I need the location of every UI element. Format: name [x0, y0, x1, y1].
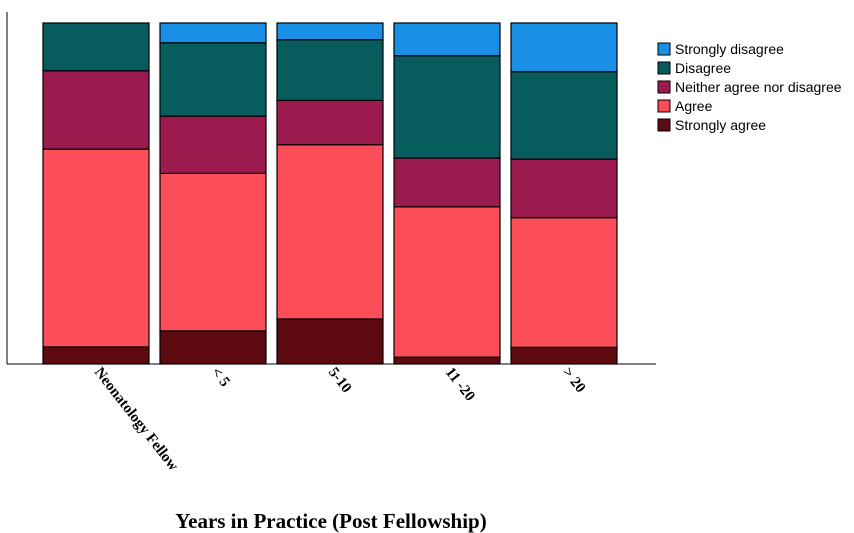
legend-swatch [657, 80, 671, 94]
bar-segment-agree-3 [393, 206, 501, 358]
bar-segment-disagree-0 [42, 22, 150, 72]
bar-segment-neither-agree-nor-disagree-1 [159, 115, 267, 174]
legend: Strongly disagree Disagree Neither agree n… [657, 41, 842, 133]
x-tick-label: < 5 [208, 365, 233, 390]
bar-segment-disagree-4 [510, 71, 618, 160]
x-tick-label: 11 -20 [442, 365, 478, 405]
bar-segment-strongly-agree-1 [159, 330, 267, 365]
x-tick-label: Neonatology Fellow [91, 365, 181, 474]
bar-segment-strongly-disagree-2 [276, 22, 384, 41]
legend-swatch [657, 42, 671, 56]
bar-segment-strongly-disagree-1 [159, 22, 267, 44]
bar-segment-disagree-3 [393, 55, 501, 159]
legend-label: Neither agree nor disagree [675, 79, 842, 95]
bar-segment-agree-4 [510, 217, 618, 348]
x-tick-labels: Neonatology Fellow < 5 5-10 11 -20 > 20 [91, 365, 588, 474]
legend-label: Strongly disagree [675, 41, 784, 57]
bar-segment-neither-agree-nor-disagree-2 [276, 99, 384, 146]
bar-segment-strongly-agree-3 [393, 356, 501, 365]
bars-group [42, 22, 618, 365]
legend-swatch [657, 61, 671, 75]
legend-swatch [657, 99, 671, 113]
bar-segment-disagree-2 [276, 39, 384, 102]
plot-area: Neonatology Fellow < 5 5-10 11 -20 > 20 [6, 12, 656, 474]
bar-segment-strongly-disagree-4 [510, 22, 618, 73]
legend-label: Strongly agree [675, 117, 766, 133]
bar-segment-strongly-disagree-3 [393, 22, 501, 57]
bar-segment-neither-agree-nor-disagree-3 [393, 157, 501, 208]
bar-segment-strongly-agree-0 [42, 346, 150, 365]
bar-segment-strongly-agree-4 [510, 346, 618, 365]
x-tick-label: 5-10 [325, 365, 355, 397]
bar-segment-neither-agree-nor-disagree-4 [510, 158, 618, 219]
x-axis-label: Years in Practice (Post Fellowship) [175, 509, 486, 533]
legend-swatch [657, 118, 671, 132]
bar-segment-agree-2 [276, 144, 384, 320]
bar-segment-strongly-agree-2 [276, 318, 384, 365]
x-tick-label: > 20 [559, 365, 588, 396]
bar-segment-agree-0 [42, 148, 150, 348]
legend-label: Disagree [675, 60, 731, 76]
bar-segment-neither-agree-nor-disagree-0 [42, 70, 150, 150]
legend-label: Agree [675, 98, 713, 114]
bar-segment-agree-1 [159, 172, 267, 332]
bar-segment-disagree-1 [159, 42, 267, 117]
